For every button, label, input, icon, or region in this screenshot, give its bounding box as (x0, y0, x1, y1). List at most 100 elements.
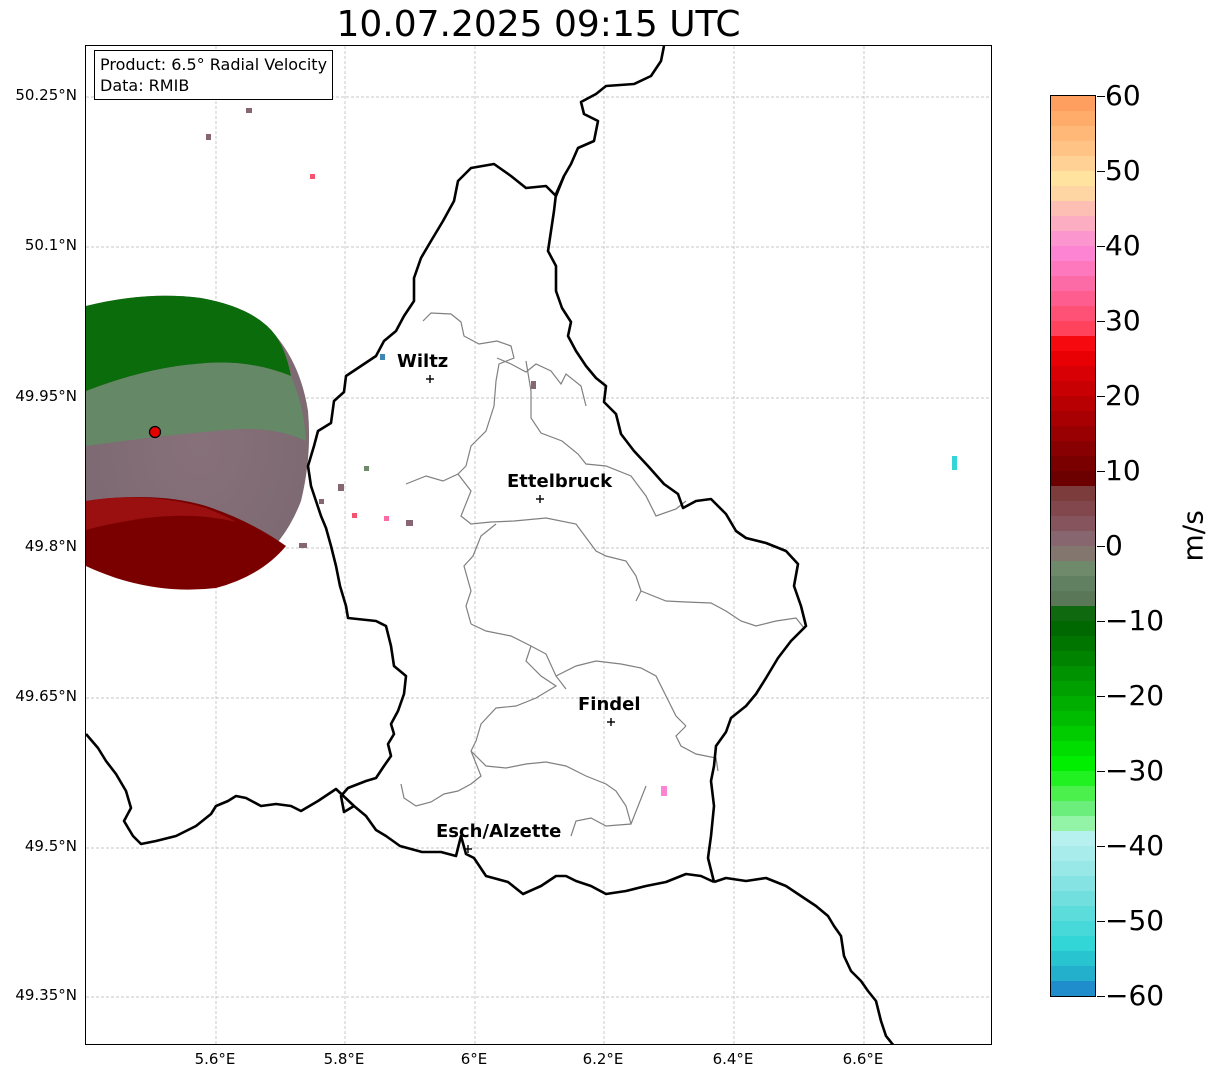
colorbar-band (1051, 801, 1095, 817)
colorbar-band (1051, 696, 1095, 712)
colorbar-band (1051, 306, 1095, 322)
map-panel[interactable] (85, 45, 992, 1045)
colorbar-tick (1097, 321, 1105, 322)
colorbar-band (1051, 756, 1095, 772)
colorbar-band (1051, 471, 1095, 487)
colorbar-band (1051, 141, 1095, 157)
colorbar-band (1051, 216, 1095, 232)
colorbar-tick (1097, 96, 1105, 97)
city-label-wiltz: Wiltz (397, 351, 449, 372)
data-source-label: Data: RMIB (100, 76, 190, 95)
colorbar-band (1051, 411, 1095, 427)
colorbar-band (1051, 231, 1095, 247)
colorbar-band (1051, 651, 1095, 667)
colorbar-band (1051, 711, 1095, 727)
colorbar-band (1051, 861, 1095, 877)
colorbar-band (1051, 546, 1095, 562)
luxembourg-border (546, 46, 808, 883)
colorbar-band (1051, 936, 1095, 952)
colorbar-band (1051, 516, 1095, 532)
colorbar-tick-label: 10 (1105, 454, 1141, 487)
colorbar-band (1051, 531, 1095, 547)
colorbar-band (1051, 126, 1095, 142)
map-svg (86, 46, 991, 1044)
lat-label: 49.65°N (15, 687, 77, 705)
colorbar-band (1051, 636, 1095, 652)
radar-echo (86, 295, 310, 590)
colorbar-band (1051, 186, 1095, 202)
colorbar-band (1051, 396, 1095, 412)
lat-label: 50.1°N (24, 236, 77, 254)
lon-label: 5.8°E (323, 1050, 365, 1068)
colorbar-tick (1097, 246, 1105, 247)
lon-label: 6.4°E (712, 1050, 754, 1068)
product-info-box: Product: 6.5° Radial Velocity Data: RMIB (94, 50, 334, 100)
colorbar-tick-label: −20 (1105, 679, 1165, 712)
colorbar-band (1051, 276, 1095, 292)
colorbar-band (1051, 351, 1095, 367)
colorbar-tick-label: −50 (1105, 904, 1165, 937)
colorbar-band (1051, 891, 1095, 907)
lat-label: 50.25°N (15, 86, 77, 104)
colorbar-band (1051, 501, 1095, 517)
echo-speckles (206, 108, 957, 796)
colorbar-band (1051, 921, 1095, 937)
colorbar-tick (1097, 471, 1105, 472)
colorbar-band (1051, 591, 1095, 607)
city-label-ettelbruck: Ettelbruck (507, 471, 613, 492)
colorbar-band (1051, 816, 1095, 832)
colorbar-band (1051, 966, 1095, 982)
colorbar-band (1051, 201, 1095, 217)
colorbar-band (1051, 726, 1095, 742)
colorbar-tick (1097, 171, 1105, 172)
colorbar-tick-label: 20 (1105, 379, 1141, 412)
city-label-findel: Findel (578, 694, 641, 715)
lon-label: 6.2°E (582, 1050, 624, 1068)
colorbar-band (1051, 366, 1095, 382)
colorbar-unit-label: m/s (1176, 510, 1207, 562)
colorbar-band (1051, 666, 1095, 682)
colorbar-band (1051, 561, 1095, 577)
colorbar-band (1051, 111, 1095, 127)
colorbar-band (1051, 156, 1095, 172)
colorbar-tick (1097, 546, 1105, 547)
colorbar-band (1051, 486, 1095, 502)
colorbar-band (1051, 291, 1095, 307)
colorbar-band (1051, 171, 1095, 187)
colorbar-band (1051, 741, 1095, 757)
colorbar (1050, 95, 1096, 997)
colorbar-band (1051, 261, 1095, 277)
colorbar-band (1051, 606, 1095, 622)
colorbar-tick-label: 40 (1105, 229, 1141, 262)
colorbar-band (1051, 681, 1095, 697)
district-boundaries (400, 312, 805, 837)
lat-label: 49.5°N (24, 837, 77, 855)
colorbar-tick-label: 0 (1105, 529, 1123, 562)
colorbar-band (1051, 786, 1095, 802)
colorbar-band (1051, 246, 1095, 262)
colorbar-band (1051, 906, 1095, 922)
colorbar-band (1051, 576, 1095, 592)
lat-label: 49.35°N (15, 986, 77, 1004)
colorbar-tick-label: −10 (1105, 604, 1165, 637)
product-label: Product: 6.5° Radial Velocity (100, 55, 328, 74)
colorbar-tick (1097, 696, 1105, 697)
colorbar-tick-label: −60 (1105, 979, 1165, 1012)
colorbar-band (1051, 981, 1095, 996)
colorbar-band (1051, 441, 1095, 457)
city-label-esch-alzette: Esch/Alzette (436, 821, 562, 842)
colorbar-band (1051, 456, 1095, 472)
colorbar-tick (1097, 921, 1105, 922)
colorbar-band (1051, 96, 1095, 112)
colorbar-band (1051, 876, 1095, 892)
colorbar-tick (1097, 396, 1105, 397)
france-border (86, 733, 355, 846)
city-markers (426, 375, 615, 853)
germany-border (713, 876, 895, 1044)
colorbar-band (1051, 621, 1095, 637)
colorbar-band (1051, 831, 1095, 847)
colorbar-band (1051, 846, 1095, 862)
colorbar-tick-label: 50 (1105, 154, 1141, 187)
radar-site-marker (148, 425, 162, 439)
lon-label: 5.6°E (194, 1050, 236, 1068)
